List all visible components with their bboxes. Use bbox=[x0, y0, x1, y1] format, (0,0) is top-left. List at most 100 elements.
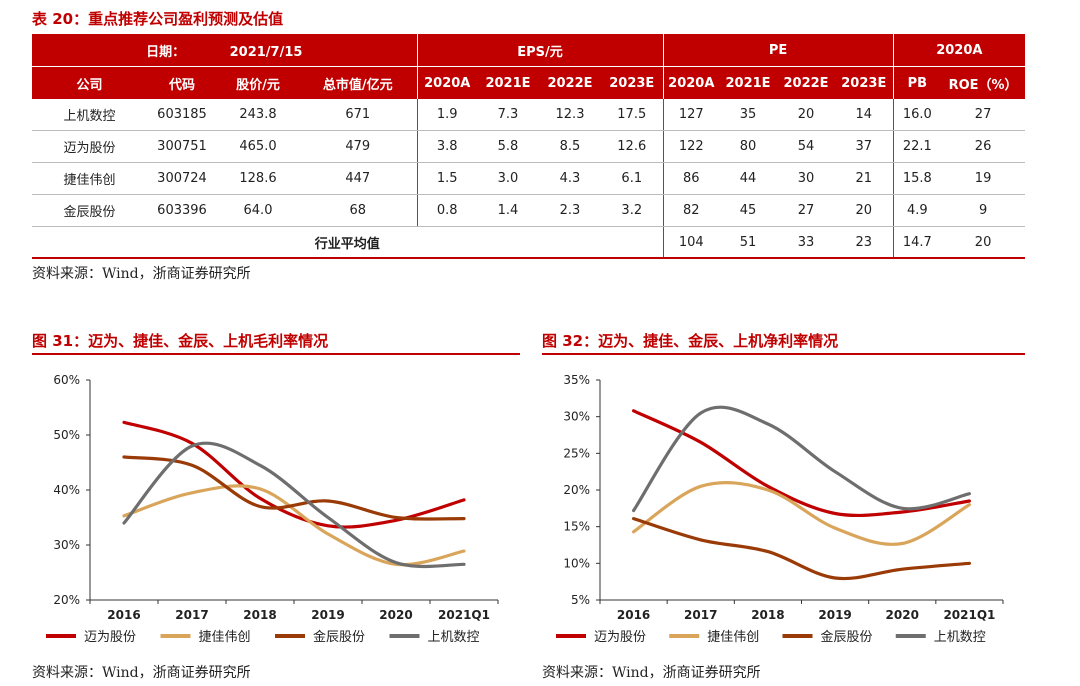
legend-item: 金辰股份 bbox=[782, 629, 873, 645]
table-header-row-1: 日期： 2021/7/15 EPS/元 PE 2020A bbox=[32, 34, 1026, 67]
legend-label: 金辰股份 bbox=[821, 629, 873, 645]
legend-item: 迈为股份 bbox=[46, 630, 136, 645]
table-header-row-2: 公司 代码 股价/元 总市值/亿元 2020A 2021E 2022E 2023E 2020A 2… bbox=[32, 66, 1026, 99]
table-cell: 2.3 bbox=[539, 194, 601, 227]
legend-label: 上机数控 bbox=[934, 630, 986, 645]
column-header: 公司 bbox=[32, 66, 147, 99]
series-line-1 bbox=[631, 409, 971, 518]
figure-32-chart: 5% 10% 15% 20% 25% 30% 35% 2016 2017 2018 2019 2020… bbox=[556, 373, 1004, 645]
table-cell: 7.3 bbox=[477, 99, 539, 131]
x-tick-label: 2016 bbox=[107, 608, 140, 622]
x-tick-label: 2020 bbox=[886, 608, 919, 622]
table-cell: 54 bbox=[777, 130, 836, 163]
y-tick-label: 15% bbox=[563, 520, 590, 534]
x-tick-label: 2020 bbox=[379, 608, 412, 622]
series-line-3 bbox=[122, 455, 466, 521]
table-cell: 捷佳伟创 bbox=[32, 162, 147, 195]
legend-item: 上机数控 bbox=[389, 630, 480, 645]
column-header: 股价/元 bbox=[217, 66, 299, 99]
table-row: 上机数控 603185 243.8 671 1.9 7.3 12.3 17.5 127 35 20 1… bbox=[32, 99, 1026, 131]
legend-label: 金辰股份 bbox=[313, 629, 365, 645]
y-tick-label: 20% bbox=[53, 593, 80, 607]
table-cell: 64.0 bbox=[217, 194, 299, 227]
series-line-2 bbox=[122, 484, 466, 567]
average-cell: 33 bbox=[797, 235, 815, 250]
table-cell: 122 bbox=[662, 130, 720, 163]
table-cell: 17.5 bbox=[601, 99, 664, 131]
series-line-4 bbox=[122, 441, 466, 569]
table-title: 表 20：重点推荐公司盈利预测及估值 bbox=[32, 10, 284, 28]
table-cell: 4.3 bbox=[539, 162, 601, 195]
table-cell: 3.0 bbox=[477, 162, 539, 195]
table-cell: 479 bbox=[299, 130, 417, 163]
x-tick-label: 2018 bbox=[751, 608, 784, 622]
figure-31-title: 图 31：迈为、捷佳、金辰、上机毛利率情况 bbox=[32, 332, 329, 350]
column-header: 2021E bbox=[477, 66, 539, 99]
column-header: 2023E bbox=[601, 66, 664, 99]
x-tick-label: 2021Q1 bbox=[438, 608, 490, 622]
table-cell: 21 bbox=[835, 162, 894, 195]
figure-32-title: 图 32：迈为、捷佳、金辰、上机净利率情况 bbox=[542, 332, 839, 350]
eps-group-header: EPS/元 bbox=[416, 34, 664, 67]
table-cell: 12.6 bbox=[601, 130, 664, 163]
y-tick-label: 10% bbox=[563, 556, 590, 570]
x-tick-label: 2019 bbox=[311, 608, 344, 622]
y-tick-label: 50% bbox=[53, 428, 80, 442]
legend-item: 捷佳伟创 bbox=[669, 630, 759, 645]
table-cell: 4.9 bbox=[892, 194, 942, 227]
figure-32-source: 资料来源：Wind，浙商证券研究所 bbox=[542, 665, 761, 681]
column-header: 总市值/亿元 bbox=[299, 66, 417, 99]
table-cell: 26 bbox=[941, 130, 1026, 163]
x-tick-label: 2016 bbox=[617, 608, 650, 622]
figure-31-chart: 20% 30% 40% 50% 60% 2016 2017 2018 2019 2020 2021Q… bbox=[46, 373, 499, 645]
table-cell: 35 bbox=[719, 99, 778, 131]
x-tick-label: 2021Q1 bbox=[943, 608, 995, 622]
table-cell: 3.8 bbox=[416, 130, 477, 163]
table-cell: 金辰股份 bbox=[32, 194, 147, 227]
average-cell: 20 bbox=[974, 235, 992, 250]
table-cell: 3.2 bbox=[601, 194, 664, 227]
column-header: 2022E bbox=[539, 66, 601, 99]
table-cell: 86 bbox=[662, 162, 720, 195]
series-line-3 bbox=[631, 517, 971, 581]
table-cell: 上机数控 bbox=[32, 99, 147, 131]
table-cell: 300724 bbox=[147, 162, 217, 195]
average-cell: 14.7 bbox=[892, 226, 942, 258]
average-cell: 51 bbox=[739, 235, 757, 250]
table-cell: 1.4 bbox=[477, 194, 539, 227]
table-cell: 1.9 bbox=[416, 99, 477, 131]
average-label: 行业平均值 bbox=[314, 237, 380, 252]
table-cell: 45 bbox=[719, 194, 778, 227]
valuation-table: 日期： 2021/7/15 EPS/元 PE 2020A 公司 代码 股价/元 总市值… bbox=[32, 34, 1026, 258]
table-cell: 30 bbox=[777, 162, 836, 195]
table-cell: 447 bbox=[299, 162, 417, 195]
y-tick-label: 60% bbox=[53, 373, 80, 387]
table-cell: 迈为股份 bbox=[32, 130, 147, 163]
column-header: 2022E bbox=[777, 66, 836, 99]
table-cell: 1.5 bbox=[416, 162, 477, 195]
legend-item: 上机数控 bbox=[895, 630, 986, 645]
series-line-4 bbox=[631, 405, 971, 513]
table-cell: 671 bbox=[299, 99, 417, 131]
legend-label: 捷佳伟创 bbox=[707, 630, 759, 645]
2020a-group-header: 2020A bbox=[892, 34, 1026, 67]
pe-group-header: PE bbox=[662, 34, 894, 67]
figure-32-rule bbox=[542, 353, 1025, 355]
table-cell: 27 bbox=[941, 99, 1026, 131]
table-cell: 68 bbox=[299, 194, 417, 227]
legend-item: 金辰股份 bbox=[275, 629, 365, 645]
legend-item: 迈为股份 bbox=[556, 630, 646, 645]
table-average-row: 行业平均值 104 51 33 23 14.7 20 bbox=[32, 226, 1025, 258]
y-tick-label: 5% bbox=[571, 593, 590, 607]
series-line-2 bbox=[631, 481, 971, 546]
table-cell: 44 bbox=[719, 162, 778, 195]
table-cell: 5.8 bbox=[477, 130, 539, 163]
table-cell: 27 bbox=[777, 194, 836, 227]
table-cell: 603185 bbox=[147, 99, 217, 131]
table-cell: 82 bbox=[662, 194, 720, 227]
column-header: 代码 bbox=[147, 66, 217, 99]
y-tick-label: 25% bbox=[563, 446, 590, 460]
legend-label: 上机数控 bbox=[428, 630, 480, 645]
figure-31-source: 资料来源：Wind，浙商证券研究所 bbox=[32, 665, 251, 681]
legend-item: 捷佳伟创 bbox=[160, 630, 251, 645]
